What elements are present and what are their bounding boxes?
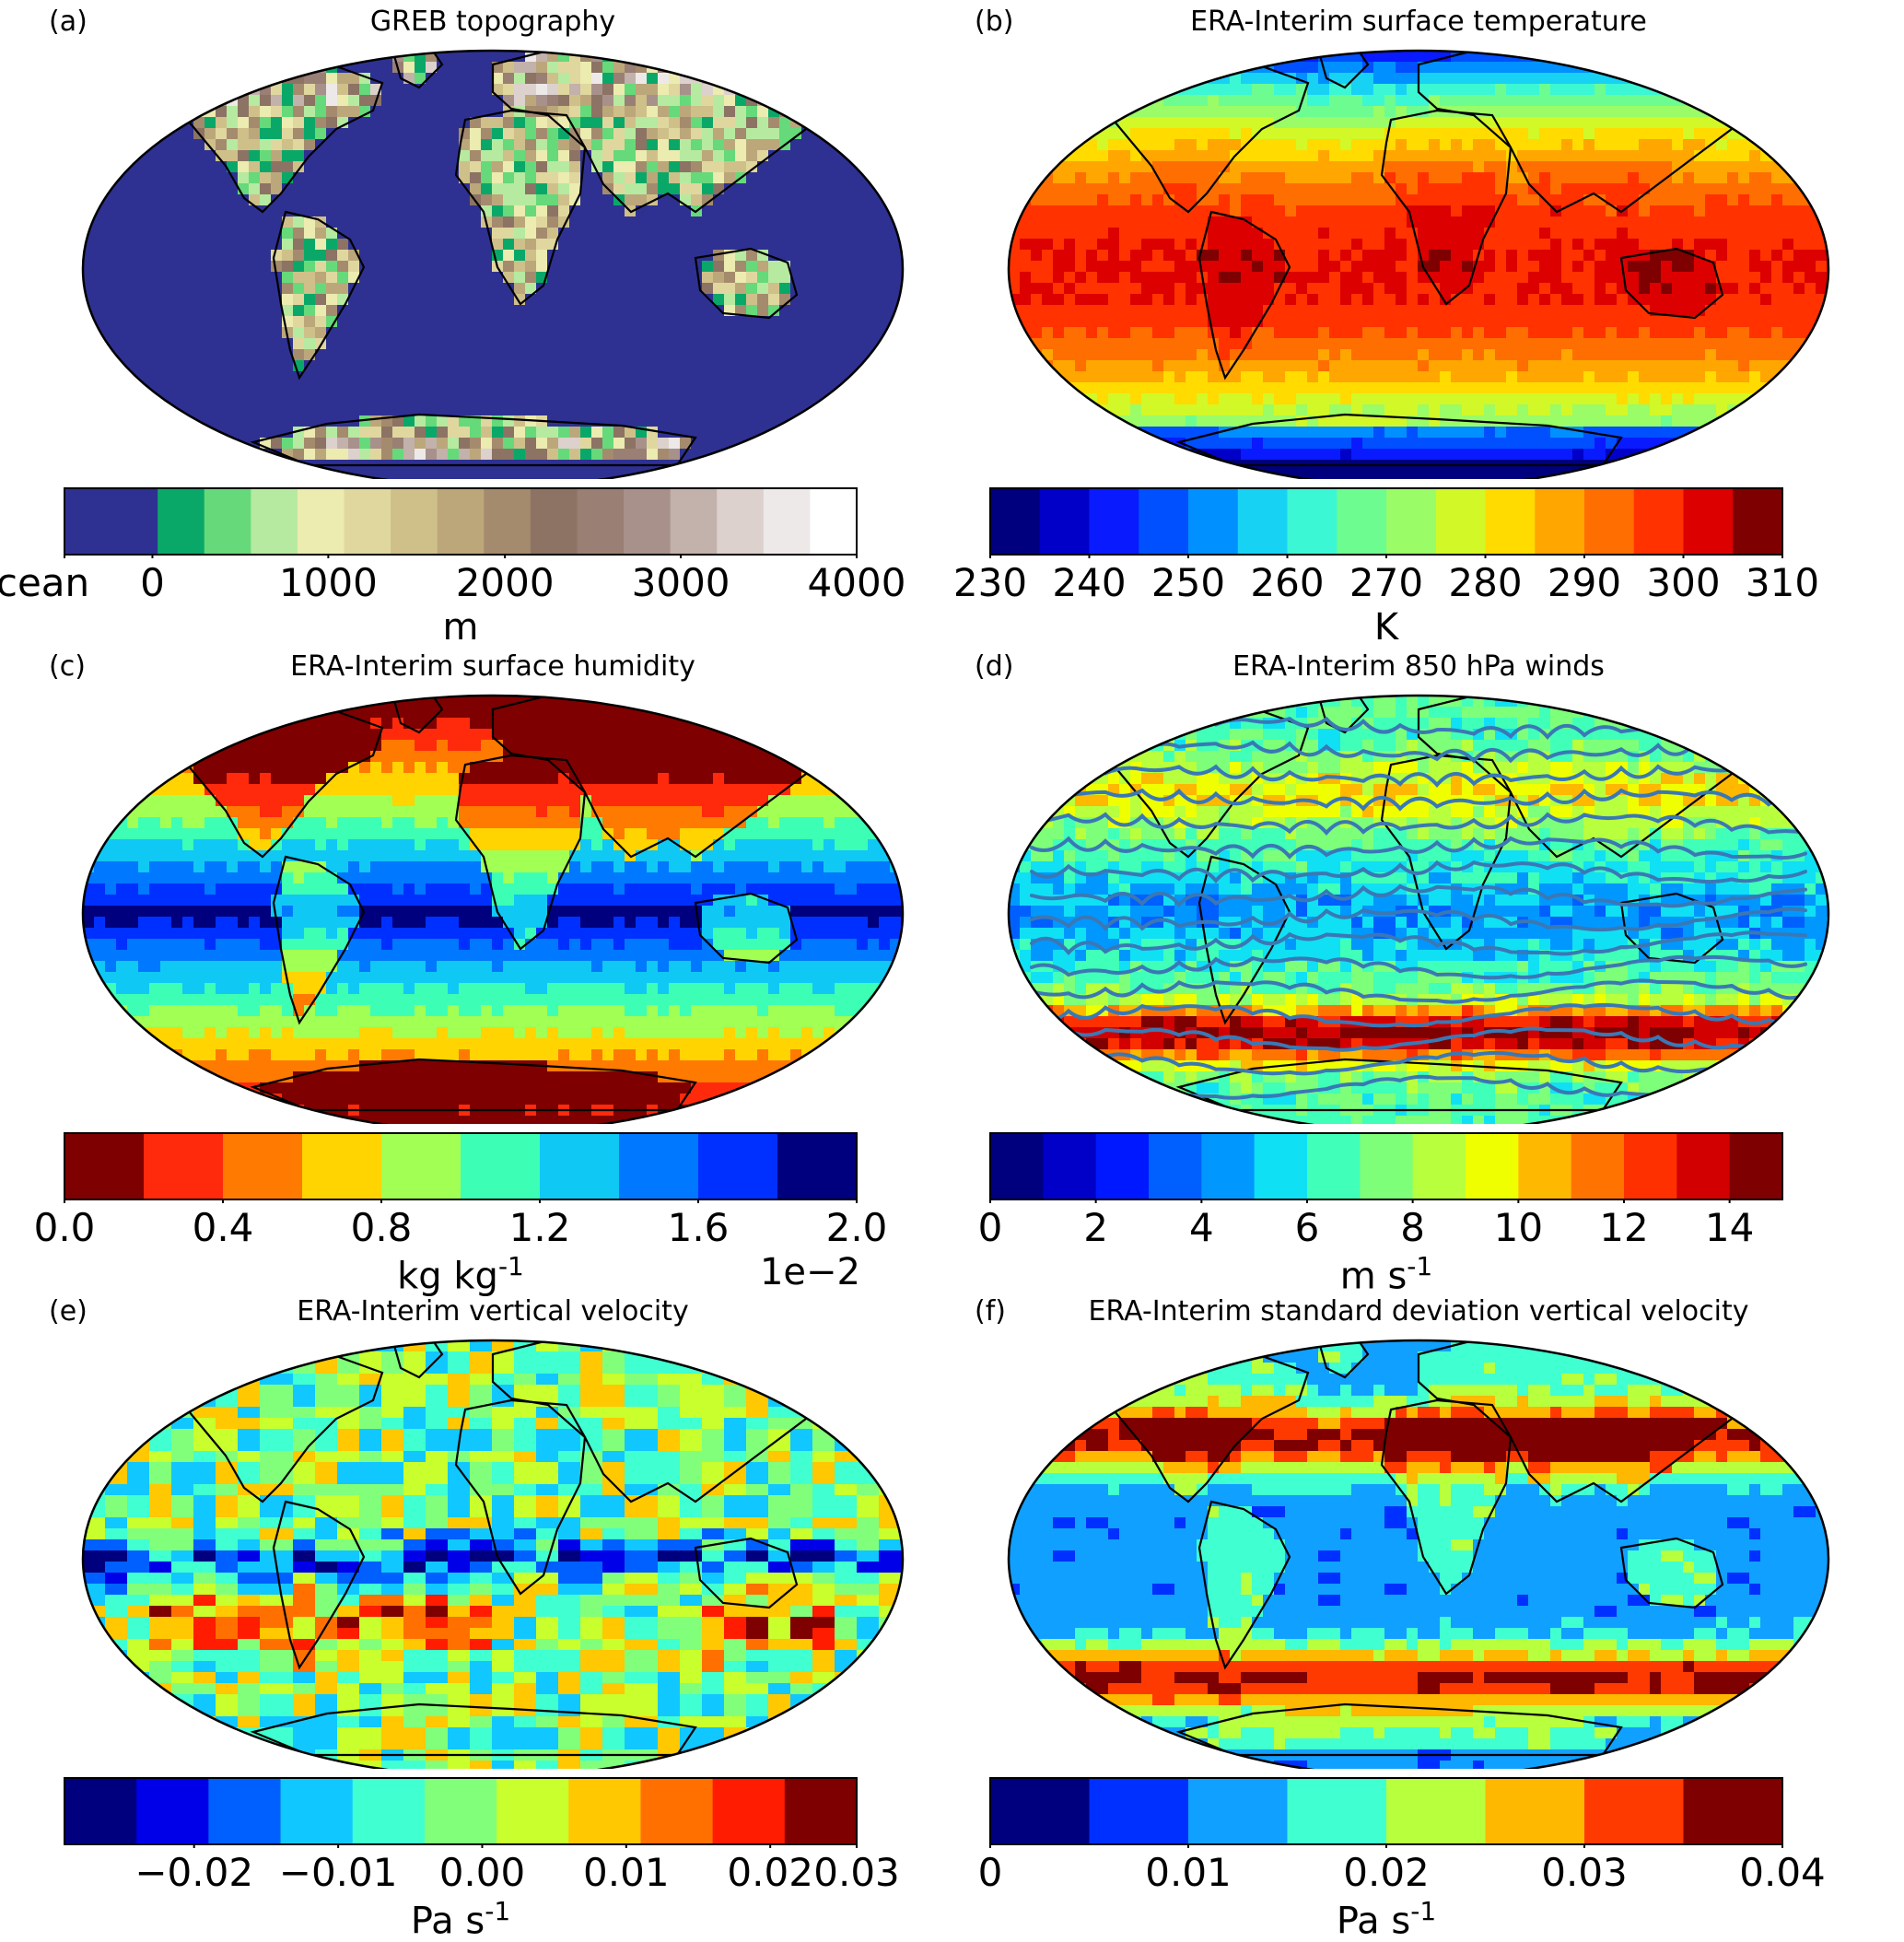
colorbar-segment	[531, 488, 578, 555]
colorbar-segment	[345, 488, 391, 555]
colorbar-segment	[484, 488, 531, 555]
colorbar-segment	[717, 488, 764, 555]
colorbar-tick-label: 0	[140, 560, 165, 605]
colorbar-tick-label: 2000	[456, 560, 555, 605]
colorbar-segment	[764, 488, 811, 555]
colorbar-tick-label: 4000	[808, 560, 906, 605]
colorbar-segment	[624, 488, 671, 555]
panel-a: (a) GREB topography Ocean010002000300040…	[32, 0, 953, 636]
colorbar-segment	[111, 488, 158, 555]
colorbar-segment	[64, 488, 111, 555]
colorbar-tick-label: 3000	[632, 560, 730, 605]
colorbar-segment	[251, 488, 298, 555]
colorbar-tick-label: 1000	[279, 560, 378, 605]
colorbar-segment	[391, 488, 438, 555]
colorbar-segment	[671, 488, 718, 555]
colorbar-segment	[204, 488, 251, 555]
colorbar-tick-label: Ocean	[0, 560, 89, 605]
colorbar-svg	[32, 0, 953, 558]
colorbar-segment	[438, 488, 485, 555]
colorbar-unit: m	[443, 606, 479, 649]
colorbar-segment	[810, 488, 857, 555]
colorbar-segment	[158, 488, 204, 555]
colorbar-segment	[577, 488, 624, 555]
colorbar-segment	[298, 488, 345, 555]
